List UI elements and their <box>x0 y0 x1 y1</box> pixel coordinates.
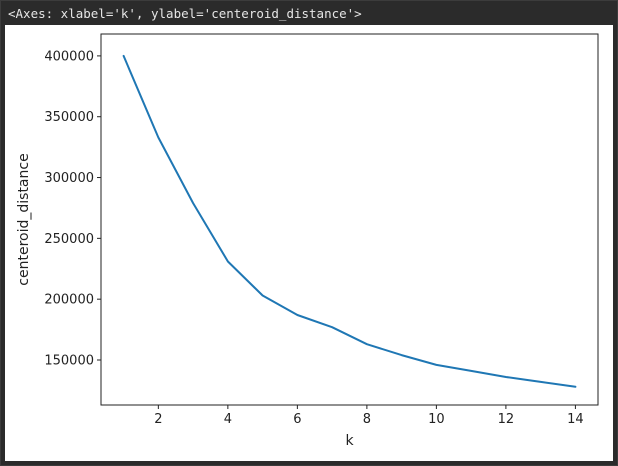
figure-area <box>5 25 613 461</box>
output-repr-text: <Axes: xlabel='k', ylabel='centeroid_dis… <box>8 6 362 21</box>
y-tick-label: 150000 <box>44 353 94 368</box>
x-axis-label: k <box>345 433 354 449</box>
x-tick-label: 2 <box>154 412 162 427</box>
y-tick-label: 350000 <box>44 110 94 125</box>
y-tick-label: 250000 <box>44 232 94 247</box>
y-tick-label: 400000 <box>44 49 94 64</box>
x-tick-label: 8 <box>363 412 371 427</box>
y-tick-label: 300000 <box>44 171 94 186</box>
plot-frame <box>100 33 599 406</box>
x-tick-label: 6 <box>293 412 301 427</box>
x-tick-label: 14 <box>567 412 584 427</box>
x-tick-label: 10 <box>428 412 445 427</box>
y-tick-label: 200000 <box>44 293 94 308</box>
x-tick-label: 4 <box>224 412 232 427</box>
x-tick-label: 12 <box>498 412 515 427</box>
y-axis-label: centeroid_distance <box>16 153 32 285</box>
series-line <box>122 54 577 388</box>
